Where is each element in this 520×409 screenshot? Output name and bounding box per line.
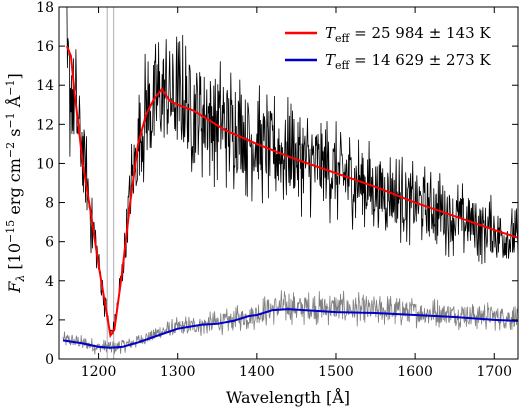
x-axis-label: Wavelength [Å] [226, 387, 350, 407]
legend-label-hot-symbol: T [325, 24, 336, 42]
legend-label-cool-sub: eff [335, 59, 351, 72]
y-axis-label-exp4: −1 [4, 79, 17, 95]
legend: Teff = 25 984 ± 143 K Teff = 14 629 ± 27… [285, 24, 491, 72]
legend-label-hot: Teff = 25 984 ± 143 K [325, 24, 491, 45]
y-axis-label-symbol: F [5, 281, 24, 294]
legend-label-cool-symbol: T [325, 51, 336, 69]
y-tick-label-16: 16 [36, 39, 54, 55]
y-tick-label-4: 4 [45, 274, 54, 290]
x-tick-label-1600: 1600 [397, 364, 433, 380]
y-tick-label-10: 10 [36, 156, 54, 172]
y-axis-label: Fλ [10−15 erg cm−2 s−1 Å−1] [4, 73, 27, 294]
y-axis-label-exp2: −2 [4, 142, 17, 158]
x-tick-label-1200: 1200 [81, 364, 117, 380]
y-tick-label-12: 12 [36, 117, 54, 133]
y-tick-label-2: 2 [45, 313, 54, 329]
y-tick-label-8: 8 [45, 196, 54, 212]
y-axis-label-unit3: Å [4, 95, 24, 112]
plot-frame [58, 6, 519, 360]
legend-label-cool: Teff = 14 629 ± 273 K [325, 51, 491, 72]
legend-label-hot-value: = 25 984 ± 143 K [349, 24, 491, 42]
y-axis-label-exp3: −1 [4, 112, 17, 128]
series-model-hot-line [65, 45, 518, 339]
legend-label-cool-value: = 14 629 ± 273 K [349, 51, 491, 69]
series-model-cool-line [62, 308, 518, 349]
y-axis-label-unit2: s [5, 129, 24, 142]
x-axis: 1200 1300 1400 1500 1600 1700 [81, 7, 512, 380]
x-tick-label-1300: 1300 [160, 364, 196, 380]
x-tick-label-1700: 1700 [476, 364, 512, 380]
y-tick-label-0: 0 [45, 352, 54, 368]
x-tick-label-1400: 1400 [239, 364, 275, 380]
legend-label-hot-sub: eff [335, 32, 351, 45]
y-axis-label-open: [10 [5, 243, 24, 275]
series-layer [62, 7, 518, 355]
y-tick-label-6: 6 [45, 235, 54, 251]
y-axis-label-subscript: λ [14, 275, 27, 283]
y-tick-label-18: 18 [36, 0, 54, 16]
y-axis-label-unit1: erg cm [5, 158, 24, 220]
y-axis-label-exp1: −15 [4, 220, 17, 243]
vertical-marker-lines [106, 7, 115, 359]
series-observed-cool-line [62, 290, 518, 355]
y-axis-label-close: ] [5, 73, 24, 79]
x-tick-label-1500: 1500 [318, 364, 354, 380]
y-axis: 0 2 4 6 8 10 12 14 16 18 [36, 0, 518, 368]
y-tick-label-14: 14 [36, 78, 54, 94]
